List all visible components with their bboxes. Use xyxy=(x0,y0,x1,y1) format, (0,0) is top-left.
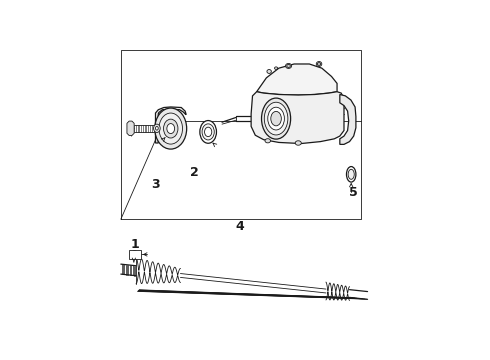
Ellipse shape xyxy=(153,124,160,132)
Ellipse shape xyxy=(264,102,288,135)
Text: 2: 2 xyxy=(190,166,198,179)
Ellipse shape xyxy=(202,124,214,140)
Ellipse shape xyxy=(286,63,292,68)
Ellipse shape xyxy=(200,121,217,143)
Ellipse shape xyxy=(262,98,291,139)
Text: 3: 3 xyxy=(151,178,160,191)
Ellipse shape xyxy=(348,169,354,179)
Ellipse shape xyxy=(155,126,158,130)
Ellipse shape xyxy=(159,113,182,144)
Polygon shape xyxy=(257,64,337,95)
Polygon shape xyxy=(127,121,134,135)
Ellipse shape xyxy=(204,127,212,136)
Ellipse shape xyxy=(271,111,281,126)
Text: 5: 5 xyxy=(349,186,358,199)
Ellipse shape xyxy=(265,139,270,143)
Ellipse shape xyxy=(164,119,178,138)
Ellipse shape xyxy=(316,62,322,67)
Polygon shape xyxy=(340,94,356,144)
Ellipse shape xyxy=(287,64,291,67)
Ellipse shape xyxy=(346,167,356,182)
Ellipse shape xyxy=(167,123,174,134)
Bar xyxy=(129,250,141,259)
Polygon shape xyxy=(251,92,344,144)
Text: 1: 1 xyxy=(130,238,139,251)
Ellipse shape xyxy=(274,67,278,69)
Ellipse shape xyxy=(295,141,301,145)
Polygon shape xyxy=(155,107,186,143)
Ellipse shape xyxy=(267,69,271,73)
Ellipse shape xyxy=(318,63,320,66)
Ellipse shape xyxy=(268,107,284,130)
Text: 4: 4 xyxy=(236,220,245,233)
Ellipse shape xyxy=(155,108,187,149)
